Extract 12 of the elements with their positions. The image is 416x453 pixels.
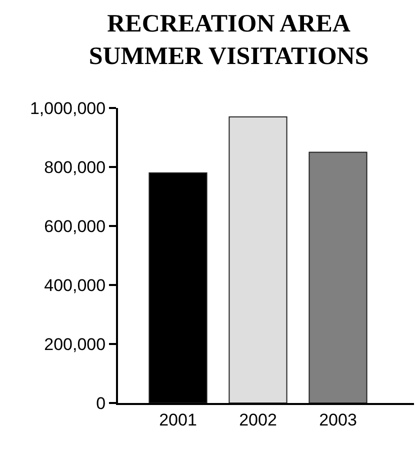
y-tick-label: 0 bbox=[96, 394, 106, 413]
bar bbox=[308, 152, 368, 403]
y-tick-label: 1,000,000 bbox=[30, 98, 106, 118]
y-tick-label: 600,000 bbox=[44, 216, 106, 236]
x-tick-label: 2002 bbox=[239, 410, 277, 430]
y-tick-label: 400,000 bbox=[44, 276, 106, 295]
chart-title: RECREATION AREA SUMMER VISITATIONS bbox=[88, 10, 369, 70]
y-tick-label: 200,000 bbox=[44, 334, 106, 354]
x-tick-label: 2003 bbox=[319, 410, 357, 430]
x-tick-label: 2001 bbox=[159, 410, 197, 430]
bar bbox=[228, 116, 288, 403]
y-tick-label: 800,000 bbox=[44, 158, 106, 177]
